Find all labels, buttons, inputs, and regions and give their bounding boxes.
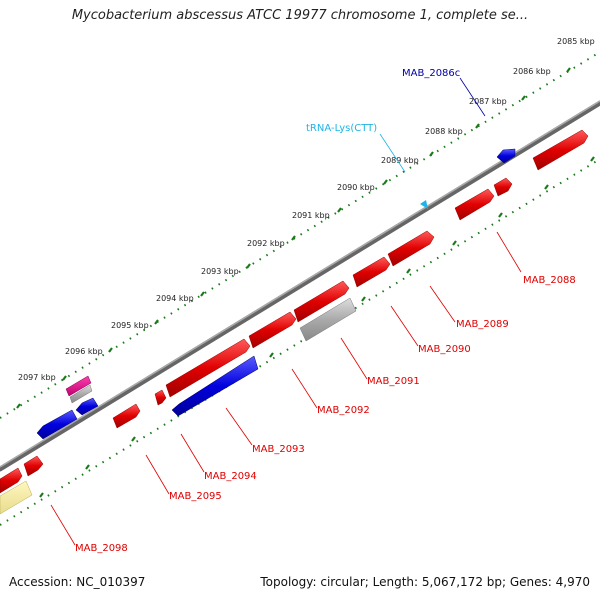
gene-features[interactable] — [0, 129, 589, 515]
cds-mab-2088[interactable] — [493, 177, 513, 197]
cds-mab-2094[interactable] — [165, 338, 251, 398]
scale-label: 2091 kbp — [292, 211, 330, 220]
cds-mab-2093[interactable] — [248, 311, 297, 349]
scale-label: 2095 kbp — [111, 321, 149, 330]
label-leaders — [50, 77, 522, 546]
scale-label: 2088 kbp — [425, 127, 463, 136]
scale-label: 2097 kbp — [18, 373, 56, 382]
scale-label: 2093 kbp — [201, 267, 239, 276]
cds-mab-2089[interactable] — [454, 188, 495, 221]
cds-small-3[interactable] — [23, 455, 44, 477]
cds-mab-2092[interactable] — [293, 280, 350, 323]
cds-mab-2090[interactable] — [387, 230, 435, 267]
scale-label: 2094 kbp — [156, 294, 194, 303]
scale-label: 2086 kbp — [513, 67, 551, 76]
accession-text: Accession: NC_010397 — [9, 575, 146, 589]
scale-label: 2092 kbp — [247, 239, 285, 248]
label-mab-2091: MAB_2091 — [367, 376, 420, 387]
scale-labels: 2085 kbp 2086 kbp 2087 kbp 2088 kbp 2089… — [18, 37, 595, 382]
outer-major-ticks — [16, 67, 571, 409]
feature-pink[interactable] — [65, 375, 92, 397]
scale-label: 2096 kbp — [65, 347, 103, 356]
cds-mab-2095[interactable] — [112, 403, 141, 429]
label-mab-2093: MAB_2093 — [252, 444, 305, 455]
pseudo-mab-2091[interactable] — [299, 297, 357, 342]
scale-label: 2089 kbp — [381, 156, 419, 165]
map-title: Mycobacterium abscessus ATCC 19977 chrom… — [71, 8, 529, 23]
scale-label: 2090 kbp — [337, 183, 375, 192]
cds-mab-2086c[interactable] — [496, 148, 516, 164]
scale-label: 2087 kbp — [469, 97, 507, 106]
misc-feature-yellow[interactable] — [0, 480, 33, 515]
trna-lys-ctt[interactable] — [420, 200, 428, 209]
label-mab-2090: MAB_2090 — [418, 344, 471, 355]
cds-mab-2098c[interactable] — [36, 409, 78, 440]
label-mab-2092: MAB_2092 — [317, 405, 370, 416]
genome-stats-text: Topology: circular; Length: 5,067,172 bp… — [260, 575, 590, 589]
label-mab-2088: MAB_2088 — [523, 275, 576, 286]
cds-mab-2091[interactable] — [352, 256, 391, 288]
outer-tick-track — [0, 51, 600, 419]
cds-mab-2096c[interactable] — [75, 397, 99, 416]
label-mab-2089: MAB_2089 — [456, 319, 509, 330]
feature-gray-small[interactable] — [69, 384, 93, 404]
cds-mab-2097[interactable] — [0, 467, 23, 494]
label-trna-lys: tRNA-Lys(CTT) — [306, 123, 377, 134]
scale-label: 2085 kbp — [557, 37, 595, 46]
label-mab-2098: MAB_2098 — [75, 543, 128, 554]
cds-mab-2093-reverse[interactable] — [171, 355, 259, 417]
gene-labels: MAB_2086c tRNA-Lys(CTT) MAB_2088 MAB_208… — [75, 68, 576, 554]
genome-backbone — [0, 100, 600, 472]
label-mab-2086c: MAB_2086c — [402, 68, 460, 79]
cds-mab-2087[interactable] — [532, 129, 589, 171]
cds-small-2[interactable] — [154, 389, 167, 406]
label-mab-2095: MAB_2095 — [169, 491, 222, 502]
label-mab-2094: MAB_2094 — [204, 471, 257, 482]
